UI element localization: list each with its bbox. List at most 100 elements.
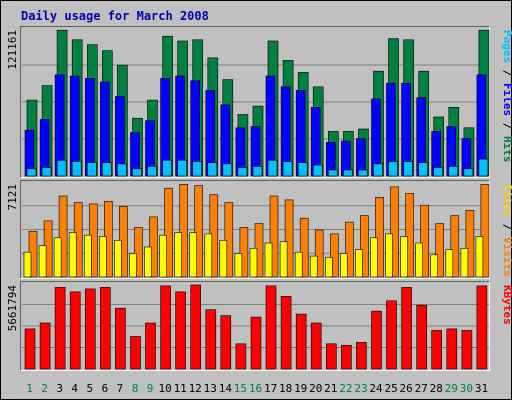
visits-sites-bar bbox=[204, 233, 213, 278]
day-label-11: 11 bbox=[174, 382, 187, 395]
hits-pages-bar bbox=[177, 160, 187, 177]
legend-sites: Sites bbox=[501, 184, 512, 217]
visits-sites-bar bbox=[415, 242, 424, 278]
day-label-9: 9 bbox=[147, 382, 154, 395]
kbytes-ymax-label: 5661794 bbox=[6, 285, 19, 332]
kbytes-kbytes-bar bbox=[476, 285, 488, 370]
hits-pages-bar bbox=[26, 168, 37, 177]
hits-pages-bar bbox=[147, 166, 157, 177]
visits-sites-bar bbox=[53, 237, 62, 278]
visits-sites-bar bbox=[144, 246, 152, 278]
visits-sites-bar bbox=[159, 234, 167, 278]
kbytes-kbytes-bar bbox=[371, 310, 382, 370]
kbytes-kbytes-bar bbox=[220, 315, 232, 370]
day-label-28: 28 bbox=[430, 382, 443, 395]
visits-visits-bar bbox=[179, 184, 188, 278]
visits-sites-bar bbox=[174, 232, 182, 278]
visits-sites-bar bbox=[400, 236, 408, 278]
kbytes-kbytes-bar bbox=[250, 316, 262, 370]
day-label-20: 20 bbox=[309, 382, 322, 395]
day-label-21: 21 bbox=[324, 382, 337, 395]
kbytes-kbytes-bar bbox=[175, 291, 186, 370]
visits-visits-bar bbox=[58, 195, 68, 278]
kbytes-kbytes-bar bbox=[386, 300, 397, 370]
day-label-5: 5 bbox=[86, 382, 93, 395]
day-label-19: 19 bbox=[294, 382, 307, 395]
visits-visits-bar bbox=[480, 184, 490, 278]
kbytes-kbytes-bar bbox=[69, 291, 81, 370]
kbytes-kbytes-bar bbox=[325, 343, 337, 370]
visits-sites-bar bbox=[114, 240, 122, 278]
visits-sites-bar bbox=[385, 233, 393, 278]
hits-legend-separator: / bbox=[501, 63, 512, 83]
hits-legend: Pages / Files / Hits bbox=[501, 30, 512, 163]
day-label-18: 18 bbox=[279, 382, 292, 395]
kbytes-kbytes-bar bbox=[160, 285, 171, 370]
visits-sites-bar bbox=[23, 251, 32, 278]
kbytes-legend: KBytes bbox=[501, 285, 512, 325]
hits-pages-bar bbox=[162, 160, 172, 177]
hits-pages-bar bbox=[222, 163, 233, 177]
hits-pages-bar bbox=[478, 158, 489, 177]
legend-hits: Hits bbox=[501, 136, 512, 163]
visits-sites-bar bbox=[445, 249, 454, 278]
kbytes-kbytes-bar bbox=[39, 322, 51, 370]
visits-visits-bar bbox=[269, 195, 279, 278]
visits-sites-bar bbox=[264, 242, 273, 278]
hits-pages-bar bbox=[252, 166, 263, 177]
hits-pages-bar bbox=[297, 162, 308, 177]
hits-pages-bar bbox=[192, 161, 202, 177]
visits-visits-bar bbox=[390, 186, 399, 278]
visits-visits-bar bbox=[420, 204, 430, 278]
day-label-22: 22 bbox=[339, 382, 352, 395]
hits-pages-bar bbox=[388, 161, 398, 177]
hits-pages-bar bbox=[282, 161, 293, 177]
visits-sites-bar bbox=[460, 248, 469, 278]
day-label-7: 7 bbox=[117, 382, 124, 395]
visits-sites-bar bbox=[129, 253, 137, 278]
kbytes-kbytes-bar bbox=[446, 328, 458, 370]
visits-sites-bar bbox=[475, 236, 484, 278]
day-label-14: 14 bbox=[219, 382, 233, 395]
visits-visits-bar bbox=[435, 223, 445, 278]
legend-visits: Visits bbox=[501, 237, 512, 277]
visits-visits-bar bbox=[345, 221, 354, 278]
hits-pages-bar bbox=[358, 169, 368, 177]
visits-visits-bar bbox=[405, 193, 414, 278]
kbytes-kbytes-bar bbox=[295, 313, 307, 370]
hits-ymax-label: 121161 bbox=[6, 30, 19, 70]
day-label-4: 4 bbox=[71, 382, 78, 395]
visits-sites-bar bbox=[38, 245, 47, 278]
kbytes-kbytes-bar bbox=[130, 336, 141, 370]
day-label-24: 24 bbox=[369, 382, 383, 395]
hits-pages-bar bbox=[207, 162, 218, 177]
kbytes-kbytes-bar bbox=[115, 307, 126, 370]
visits-visits-bar bbox=[164, 187, 173, 278]
hits-pages-bar bbox=[117, 163, 127, 177]
kbytes-kbytes-bar bbox=[205, 309, 217, 370]
visits-visits-bar bbox=[239, 227, 249, 278]
visits-visits-bar bbox=[465, 210, 475, 278]
day-label-30: 30 bbox=[460, 382, 473, 395]
day-label-26: 26 bbox=[399, 382, 412, 395]
day-label-29: 29 bbox=[445, 382, 458, 395]
kbytes-kbytes-bar bbox=[280, 295, 292, 370]
kbytes-kbytes-bar bbox=[54, 287, 66, 370]
visits-sites-bar bbox=[355, 249, 363, 278]
visits-visits-bar bbox=[284, 199, 294, 278]
visits-sites-bar bbox=[99, 236, 107, 278]
kbytes-kbytes-bar bbox=[416, 304, 428, 370]
day-label-10: 10 bbox=[158, 382, 171, 395]
visits-visits-bar bbox=[375, 197, 384, 278]
day-label-23: 23 bbox=[354, 382, 367, 395]
hits-pages-bar bbox=[87, 162, 97, 177]
kbytes-kbytes-bar bbox=[356, 341, 367, 370]
visits-visits-bar bbox=[329, 233, 339, 278]
legend-kbytes: KBytes bbox=[501, 285, 512, 325]
legend-files: Files bbox=[501, 83, 512, 116]
hits-pages-bar bbox=[312, 164, 323, 177]
kbytes-kbytes-bar bbox=[461, 330, 473, 370]
visits-sites-bar bbox=[370, 237, 378, 278]
kbytes-kbytes-bar bbox=[100, 287, 111, 370]
